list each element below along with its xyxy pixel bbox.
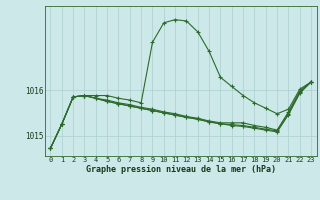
X-axis label: Graphe pression niveau de la mer (hPa): Graphe pression niveau de la mer (hPa): [86, 165, 276, 174]
